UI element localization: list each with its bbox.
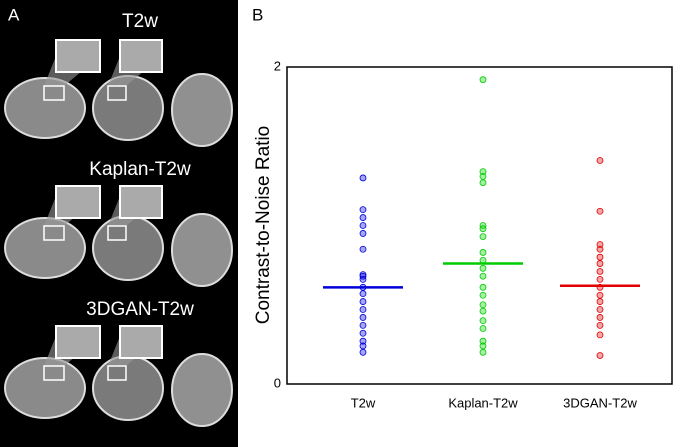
roi-box: [43, 225, 65, 241]
data-point: [596, 331, 604, 339]
data-point: [479, 249, 487, 256]
plot-frame: [286, 66, 673, 385]
zoom-inset: [55, 39, 101, 73]
brain-axial: [171, 353, 233, 427]
brain-axial: [171, 213, 233, 287]
data-point: [479, 76, 487, 84]
y-axis-label: Contrast-to-Noise Ratio: [253, 126, 274, 325]
data-point: [359, 298, 367, 305]
data-point: [596, 241, 604, 248]
roi-box: [107, 85, 127, 101]
data-point: [596, 268, 604, 275]
data-point: [359, 214, 367, 221]
image-row-title: 3DGAN-T2w: [86, 299, 194, 320]
zoom-inset: [119, 185, 163, 219]
data-point: [479, 233, 487, 240]
zoom-inset: [55, 185, 101, 219]
data-point: [359, 206, 367, 214]
roi-box: [107, 225, 127, 241]
data-point: [596, 314, 604, 321]
y-tick-label: 0: [274, 375, 281, 390]
data-point: [479, 179, 487, 187]
data-point: [479, 342, 487, 350]
x-tick-label: 3DGAN-T2w: [563, 395, 637, 410]
data-point: [479, 337, 487, 345]
image-row-title: T2w: [122, 11, 158, 32]
brain-sagittal: [4, 217, 86, 279]
brain-coronal: [92, 355, 164, 421]
data-point: [596, 321, 604, 329]
data-point: [359, 230, 367, 237]
y-tick-label: 2: [274, 58, 281, 73]
data-point: [596, 253, 604, 261]
roi-box: [43, 85, 65, 101]
x-tick-label: T2w: [351, 395, 376, 410]
data-point: [479, 307, 487, 315]
data-point: [596, 298, 604, 305]
panel-label: B: [252, 5, 263, 24]
brain-sagittal: [4, 357, 86, 419]
zoom-inset: [119, 325, 163, 359]
data-point: [479, 272, 487, 280]
zoom-inset: [55, 325, 101, 359]
data-point: [596, 260, 604, 267]
data-point: [479, 172, 487, 180]
brain-coronal: [92, 215, 164, 281]
data-point: [359, 314, 367, 321]
data-point: [596, 352, 604, 359]
data-point: [359, 290, 367, 298]
data-point: [596, 245, 604, 253]
data-point: [479, 301, 487, 309]
data-point: [359, 275, 367, 283]
data-point: [359, 329, 367, 337]
data-point: [596, 157, 604, 164]
data-point: [359, 174, 367, 182]
data-point: [479, 225, 487, 233]
data-point: [479, 264, 487, 272]
panel-label: A: [8, 5, 20, 24]
zoom-inset: [119, 39, 163, 73]
roi-box: [43, 365, 65, 381]
data-point: [359, 306, 367, 313]
data-point: [596, 306, 604, 313]
x-tick-label: Kaplan-T2w: [448, 395, 518, 410]
data-point: [479, 348, 487, 356]
data-point: [479, 325, 487, 332]
brain-axial: [171, 73, 233, 147]
data-point: [596, 275, 604, 283]
roi-box: [107, 365, 127, 381]
data-point: [479, 291, 487, 299]
data-point: [596, 207, 604, 215]
brain-sagittal: [4, 77, 86, 139]
data-point: [596, 291, 604, 299]
data-point: [479, 168, 487, 176]
data-point: [359, 337, 367, 345]
image-row-title: Kaplan-T2w: [89, 159, 191, 180]
data-point: [479, 317, 487, 325]
data-point: [359, 348, 367, 356]
data-point: [359, 245, 367, 253]
data-point: [359, 321, 367, 329]
data-point: [359, 342, 367, 350]
data-point: [479, 283, 487, 291]
data-point: [359, 222, 367, 229]
brain-coronal: [92, 75, 164, 141]
